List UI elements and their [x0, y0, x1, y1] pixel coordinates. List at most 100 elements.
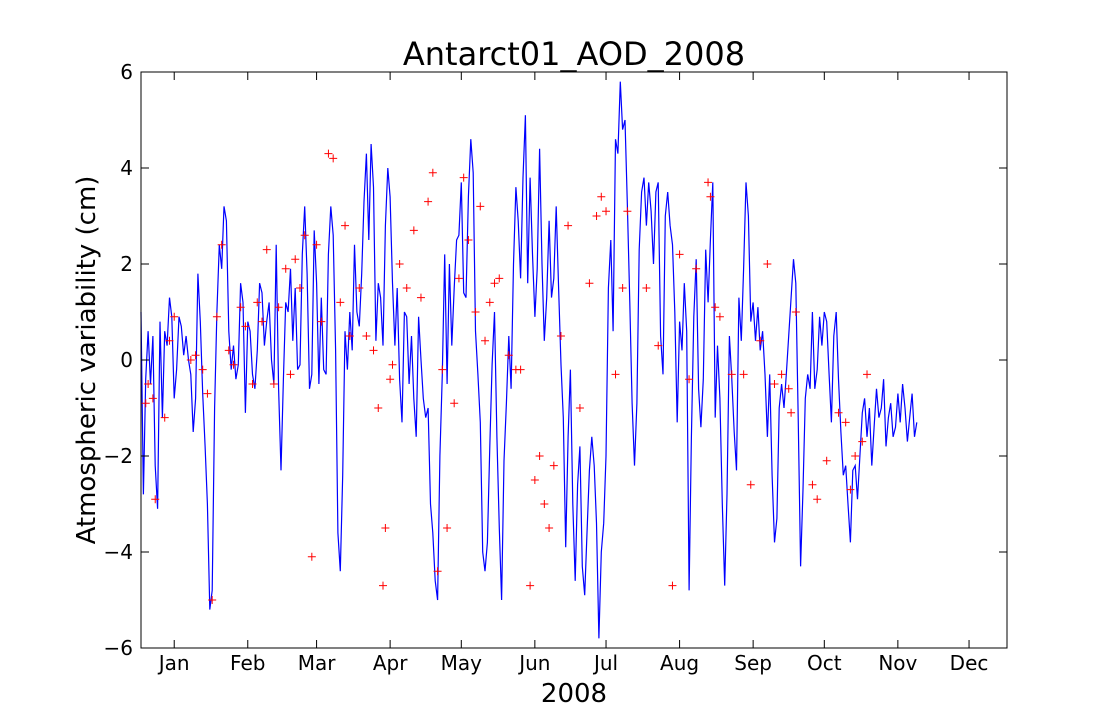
data-point-marker	[623, 207, 632, 216]
data-point-marker	[556, 332, 565, 340]
data-point-marker	[386, 375, 395, 384]
data-point-marker	[485, 298, 494, 307]
data-point-marker	[141, 399, 150, 408]
data-point-marker	[706, 192, 715, 201]
data-point-marker	[212, 312, 221, 321]
data-point-marker	[291, 255, 300, 264]
x-tick-label: Sep	[734, 651, 772, 675]
data-point-marker	[715, 312, 724, 321]
x-tick-label: Aug	[660, 651, 699, 675]
x-tick-label: Oct	[807, 651, 842, 675]
data-point-marker	[564, 221, 573, 230]
data-point-marker	[481, 336, 490, 345]
data-point-marker	[369, 346, 378, 355]
x-tick-label: Jul	[592, 651, 618, 675]
data-point-marker	[834, 408, 843, 417]
y-tick-label: −6	[104, 636, 133, 660]
data-point-marker	[763, 260, 772, 268]
data-point-marker	[433, 567, 442, 576]
data-point-marker	[253, 298, 262, 307]
data-point-marker	[186, 356, 195, 364]
data-point-marker	[592, 212, 601, 220]
data-point-marker	[575, 404, 584, 412]
data-point-marker	[443, 524, 452, 532]
data-point-marker	[224, 346, 233, 355]
x-tick-label: Jan	[157, 651, 190, 675]
data-point-marker	[274, 303, 283, 312]
x-tick-label: Dec	[950, 651, 989, 675]
data-point-marker	[756, 336, 765, 345]
data-point-marker	[545, 524, 554, 532]
data-point-marker	[851, 452, 860, 460]
data-point-marker	[863, 370, 872, 379]
x-tick-label: Feb	[230, 651, 265, 675]
data-point-marker	[317, 317, 326, 326]
x-tick-label: May	[441, 651, 483, 675]
data-point-marker	[535, 452, 544, 460]
data-point-marker	[454, 274, 463, 283]
data-point-marker	[530, 476, 539, 484]
data-point-marker	[526, 581, 535, 590]
data-point-marker	[791, 308, 800, 316]
data-point-marker	[685, 375, 694, 384]
x-tick-label: Nov	[878, 651, 917, 675]
data-point-marker	[808, 480, 817, 489]
data-point-marker	[428, 168, 437, 177]
y-axis-label: Atmospheric variability (cm)	[72, 176, 102, 545]
data-point-marker	[312, 240, 321, 249]
data-point-marker	[711, 303, 720, 312]
data-point-marker	[654, 341, 663, 350]
data-point-marker	[198, 365, 207, 374]
data-point-marker	[300, 231, 309, 240]
data-point-marker	[549, 461, 558, 470]
data-point-marker	[787, 408, 796, 417]
data-point-marker	[642, 284, 651, 292]
data-point-marker	[362, 332, 371, 340]
data-point-marker	[476, 202, 485, 211]
data-point-marker	[704, 178, 713, 187]
data-point-marker	[597, 192, 606, 201]
series-line	[140, 81, 918, 639]
data-point-marker	[450, 399, 459, 408]
data-point-marker	[262, 245, 271, 254]
data-point-marker	[151, 495, 160, 504]
data-point-marker	[341, 221, 350, 230]
data-point-marker	[424, 197, 433, 206]
y-tick-label: −2	[104, 444, 133, 468]
data-point-marker	[459, 173, 468, 182]
y-tick-label: −4	[104, 540, 133, 564]
data-point-marker	[258, 317, 267, 326]
y-tick-label: 0	[120, 348, 133, 372]
data-point-marker	[402, 284, 411, 292]
data-point-marker	[395, 260, 404, 268]
x-axis-label: 2008	[541, 679, 607, 709]
x-tick-label: Jun	[517, 651, 550, 675]
data-point-marker	[191, 351, 200, 360]
ticks-layer: −6 −4 −2 0 2 4 6 Jan Feb Mar Apr May Jun Jul Aug Sep Oct…	[104, 60, 1007, 675]
data-point-marker	[540, 500, 549, 508]
data-point-marker	[236, 303, 245, 312]
data-point-marker	[329, 154, 338, 163]
data-point-marker	[822, 456, 831, 465]
y-tick-label: 4	[120, 156, 133, 180]
data-point-marker	[281, 264, 290, 273]
y-tick-label: 2	[120, 252, 133, 276]
data-point-marker	[144, 380, 153, 388]
data-point-marker	[611, 370, 620, 379]
data-point-marker	[770, 380, 779, 388]
data-point-marker	[269, 380, 278, 388]
data-point-marker	[746, 480, 755, 489]
data-point-marker	[813, 495, 822, 504]
data-point-marker	[203, 389, 212, 398]
data-point-marker	[727, 370, 736, 379]
data-point-marker	[846, 485, 855, 494]
data-point-marker	[248, 380, 257, 388]
data-point-marker	[504, 351, 513, 360]
series-layer	[140, 81, 918, 639]
data-point-marker	[295, 284, 304, 292]
data-point-marker	[379, 581, 388, 590]
data-point-marker	[336, 298, 345, 307]
data-point-marker	[345, 332, 354, 340]
data-point-marker	[241, 322, 250, 331]
data-point-marker	[516, 365, 525, 374]
